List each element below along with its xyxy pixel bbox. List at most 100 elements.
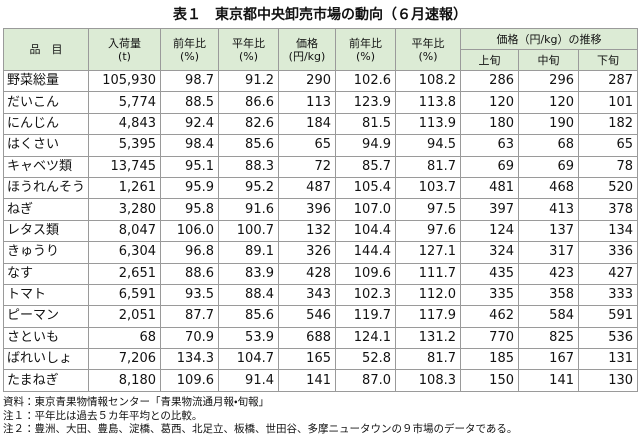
item-cell: ねぎ xyxy=(3,198,89,221)
cell: 130 xyxy=(577,369,639,392)
cell: 468 xyxy=(518,176,579,200)
notes: 資料：東京青果物情報センター「青果物流通月報・旬報」 注１：平年比は過去５カ年平均… xyxy=(3,396,517,437)
cell: 358 xyxy=(518,283,579,307)
cell: 132 xyxy=(278,219,336,243)
cell: 378 xyxy=(577,198,639,221)
item-cell: はくさい xyxy=(3,134,89,157)
cell: 69 xyxy=(460,155,519,178)
header-cell: 前年比 (%) xyxy=(335,28,396,71)
cell: 8,180 xyxy=(88,369,161,392)
item-cell: にんじん xyxy=(3,112,89,136)
item-cell: だいこん xyxy=(3,91,89,114)
cell: 109.6 xyxy=(335,262,396,285)
table-row: ピーマン 2,051 87.7 85.6 546 119.7 117.9 462 584 591 xyxy=(3,305,639,328)
cell: 88.3 xyxy=(218,155,279,178)
cell: 185 xyxy=(460,348,519,371)
cell: 396 xyxy=(278,198,336,221)
title: 表１ 東京都中央卸売市場の動向（６月速報） xyxy=(173,7,467,23)
cell: 53.9 xyxy=(218,326,279,350)
item-cell: たまねぎ xyxy=(3,369,89,392)
cell: 165 xyxy=(278,348,336,371)
table-row: きゅうり 6,304 96.8 89.1 326 144.4 127.1 324 317 336 xyxy=(3,241,639,264)
cell: 423 xyxy=(518,262,579,285)
header-row: 上旬 中旬 下旬 xyxy=(4,49,639,71)
cell: 72 xyxy=(278,155,336,178)
header-cell: 品 目 xyxy=(3,28,89,71)
cell: 286 xyxy=(460,69,519,93)
cell: 104.4 xyxy=(335,219,396,243)
cell: 335 xyxy=(460,283,519,307)
cell: 182 xyxy=(577,112,639,136)
table-row: にんじん 4,843 92.4 82.6 184 81.5 113.9 180 190 182 xyxy=(3,112,639,136)
cell: 87.0 xyxy=(335,369,396,392)
header-text: 品 目 xyxy=(29,43,63,56)
cell: 98.7 xyxy=(160,69,219,93)
cell: 336 xyxy=(577,241,639,264)
cell: 94.9 xyxy=(335,134,396,157)
cell: 6,304 xyxy=(88,241,161,264)
group-header: 価格（円/kg）の推移 xyxy=(459,28,639,50)
table-header: 品 目入荷量 (t) 前年比 (%) 平年比 (%) 価格 (円/kg) 前年比 (%) 平年比 (%… xyxy=(3,28,639,71)
cell: 94.5 xyxy=(395,134,461,157)
cell: 141 xyxy=(278,369,336,392)
table-row: ほうれんそう 1,261 95.9 95.2 487 105.4 103.7 481 468 52… xyxy=(3,176,639,200)
note: 資料：東京青果物情報センター「青果物流通月報・旬報」 xyxy=(3,396,270,408)
cell: 82.6 xyxy=(218,112,279,136)
cell: 103.7 xyxy=(395,176,461,200)
cell: 127.1 xyxy=(395,241,461,264)
note: 注２：豊洲、大田、豊島、淀橋、葛西、北足立、板橋、世田谷、多摩ニュータウンの９市… xyxy=(3,423,518,435)
cell: 95.9 xyxy=(160,176,219,200)
cell: 13,745 xyxy=(88,155,161,178)
cell: 167 xyxy=(518,348,579,371)
table-row: なす 2,651 88.6 83.9 428 109.6 111.7 435 423 427 xyxy=(3,262,639,285)
cell: 81.5 xyxy=(335,112,396,136)
cell: 81.7 xyxy=(395,348,461,371)
cell: 102.6 xyxy=(335,69,396,93)
cell: 108.3 xyxy=(395,369,461,392)
item-cell: なす xyxy=(3,262,89,285)
cell: 333 xyxy=(577,283,639,307)
item-cell: トマト xyxy=(3,283,89,307)
cell: 105.4 xyxy=(335,176,396,200)
cell: 770 xyxy=(460,326,519,350)
cell: 93.5 xyxy=(160,283,219,307)
cell: 85.6 xyxy=(218,134,279,157)
cell: 6,591 xyxy=(88,283,161,307)
cell: 102.3 xyxy=(335,283,396,307)
cell: 68 xyxy=(88,326,161,350)
item-cell: きゅうり xyxy=(3,241,89,264)
cell: 287 xyxy=(577,69,639,93)
cell: 144.4 xyxy=(335,241,396,264)
cell: 111.7 xyxy=(395,262,461,285)
cell: 105,930 xyxy=(88,69,161,93)
cell: 95.8 xyxy=(160,198,219,221)
cell: 83.9 xyxy=(218,262,279,285)
item-cell: キャベツ類 xyxy=(3,155,89,178)
cell: 70.9 xyxy=(160,326,219,350)
cell: 52.8 xyxy=(335,348,396,371)
table-row: 野菜総量 105,930 98.7 91.2 290 102.6 108.2 286 296 28… xyxy=(3,69,639,93)
cell: 91.6 xyxy=(218,198,279,221)
cell: 108.2 xyxy=(395,69,461,93)
cell: 65 xyxy=(577,134,639,157)
header-cell: 平年比 (%) xyxy=(218,28,279,71)
header-text: 前年比 xyxy=(173,36,206,50)
cell: 131 xyxy=(577,348,639,371)
cell: 98.4 xyxy=(160,134,219,157)
cell: 134 xyxy=(577,219,639,243)
cell: 4,843 xyxy=(88,112,161,136)
cell: 134.3 xyxy=(160,348,219,371)
cell: 101 xyxy=(577,91,639,114)
cell: 117.9 xyxy=(395,305,461,328)
cell: 825 xyxy=(518,326,579,350)
header-text: (円/kg) xyxy=(288,49,326,63)
table-row: たまねぎ 8,180 109.6 91.4 141 87.0 108.3 150 141 130 xyxy=(3,369,639,392)
cell: 113.9 xyxy=(395,112,461,136)
cell: 2,051 xyxy=(88,305,161,328)
cell: 124 xyxy=(460,219,519,243)
cell: 113.8 xyxy=(395,91,461,114)
cell: 107.0 xyxy=(335,198,396,221)
header-text: (%) xyxy=(355,49,376,63)
cell: 290 xyxy=(278,69,336,93)
cell: 85.6 xyxy=(218,305,279,328)
